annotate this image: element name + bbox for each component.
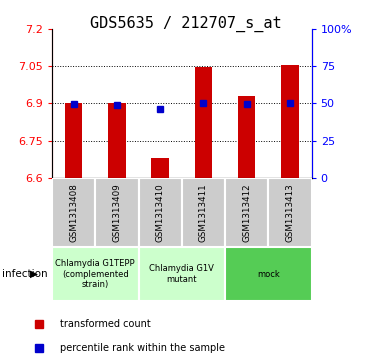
Text: GSM1313410: GSM1313410	[156, 183, 165, 242]
Bar	[281, 65, 299, 178]
Bar	[138, 247, 225, 301]
Bar	[108, 103, 125, 178]
Text: GSM1313411: GSM1313411	[199, 183, 208, 242]
Bar	[95, 178, 138, 247]
Bar	[225, 247, 312, 301]
Bar	[151, 158, 169, 178]
Bar	[52, 247, 138, 301]
Text: mock: mock	[257, 270, 280, 278]
Bar	[195, 68, 212, 178]
Text: transformed count: transformed count	[59, 319, 150, 329]
Bar	[238, 96, 255, 178]
Bar	[182, 178, 225, 247]
Text: GSM1313413: GSM1313413	[286, 183, 295, 242]
Bar	[225, 178, 268, 247]
Bar	[65, 103, 82, 178]
Bar	[268, 178, 312, 247]
Bar	[138, 178, 182, 247]
Text: GSM1313409: GSM1313409	[112, 183, 121, 242]
Text: Chlamydia G1TEPP
(complemented
strain): Chlamydia G1TEPP (complemented strain)	[55, 259, 135, 289]
Text: infection: infection	[2, 269, 47, 279]
Text: GDS5635 / 212707_s_at: GDS5635 / 212707_s_at	[90, 16, 281, 32]
Text: GSM1313412: GSM1313412	[242, 183, 251, 242]
Text: Chlamydia G1V
mutant: Chlamydia G1V mutant	[150, 264, 214, 284]
Text: percentile rank within the sample: percentile rank within the sample	[59, 343, 224, 353]
Bar	[52, 178, 95, 247]
Text: ▶: ▶	[30, 269, 38, 279]
Text: GSM1313408: GSM1313408	[69, 183, 78, 242]
